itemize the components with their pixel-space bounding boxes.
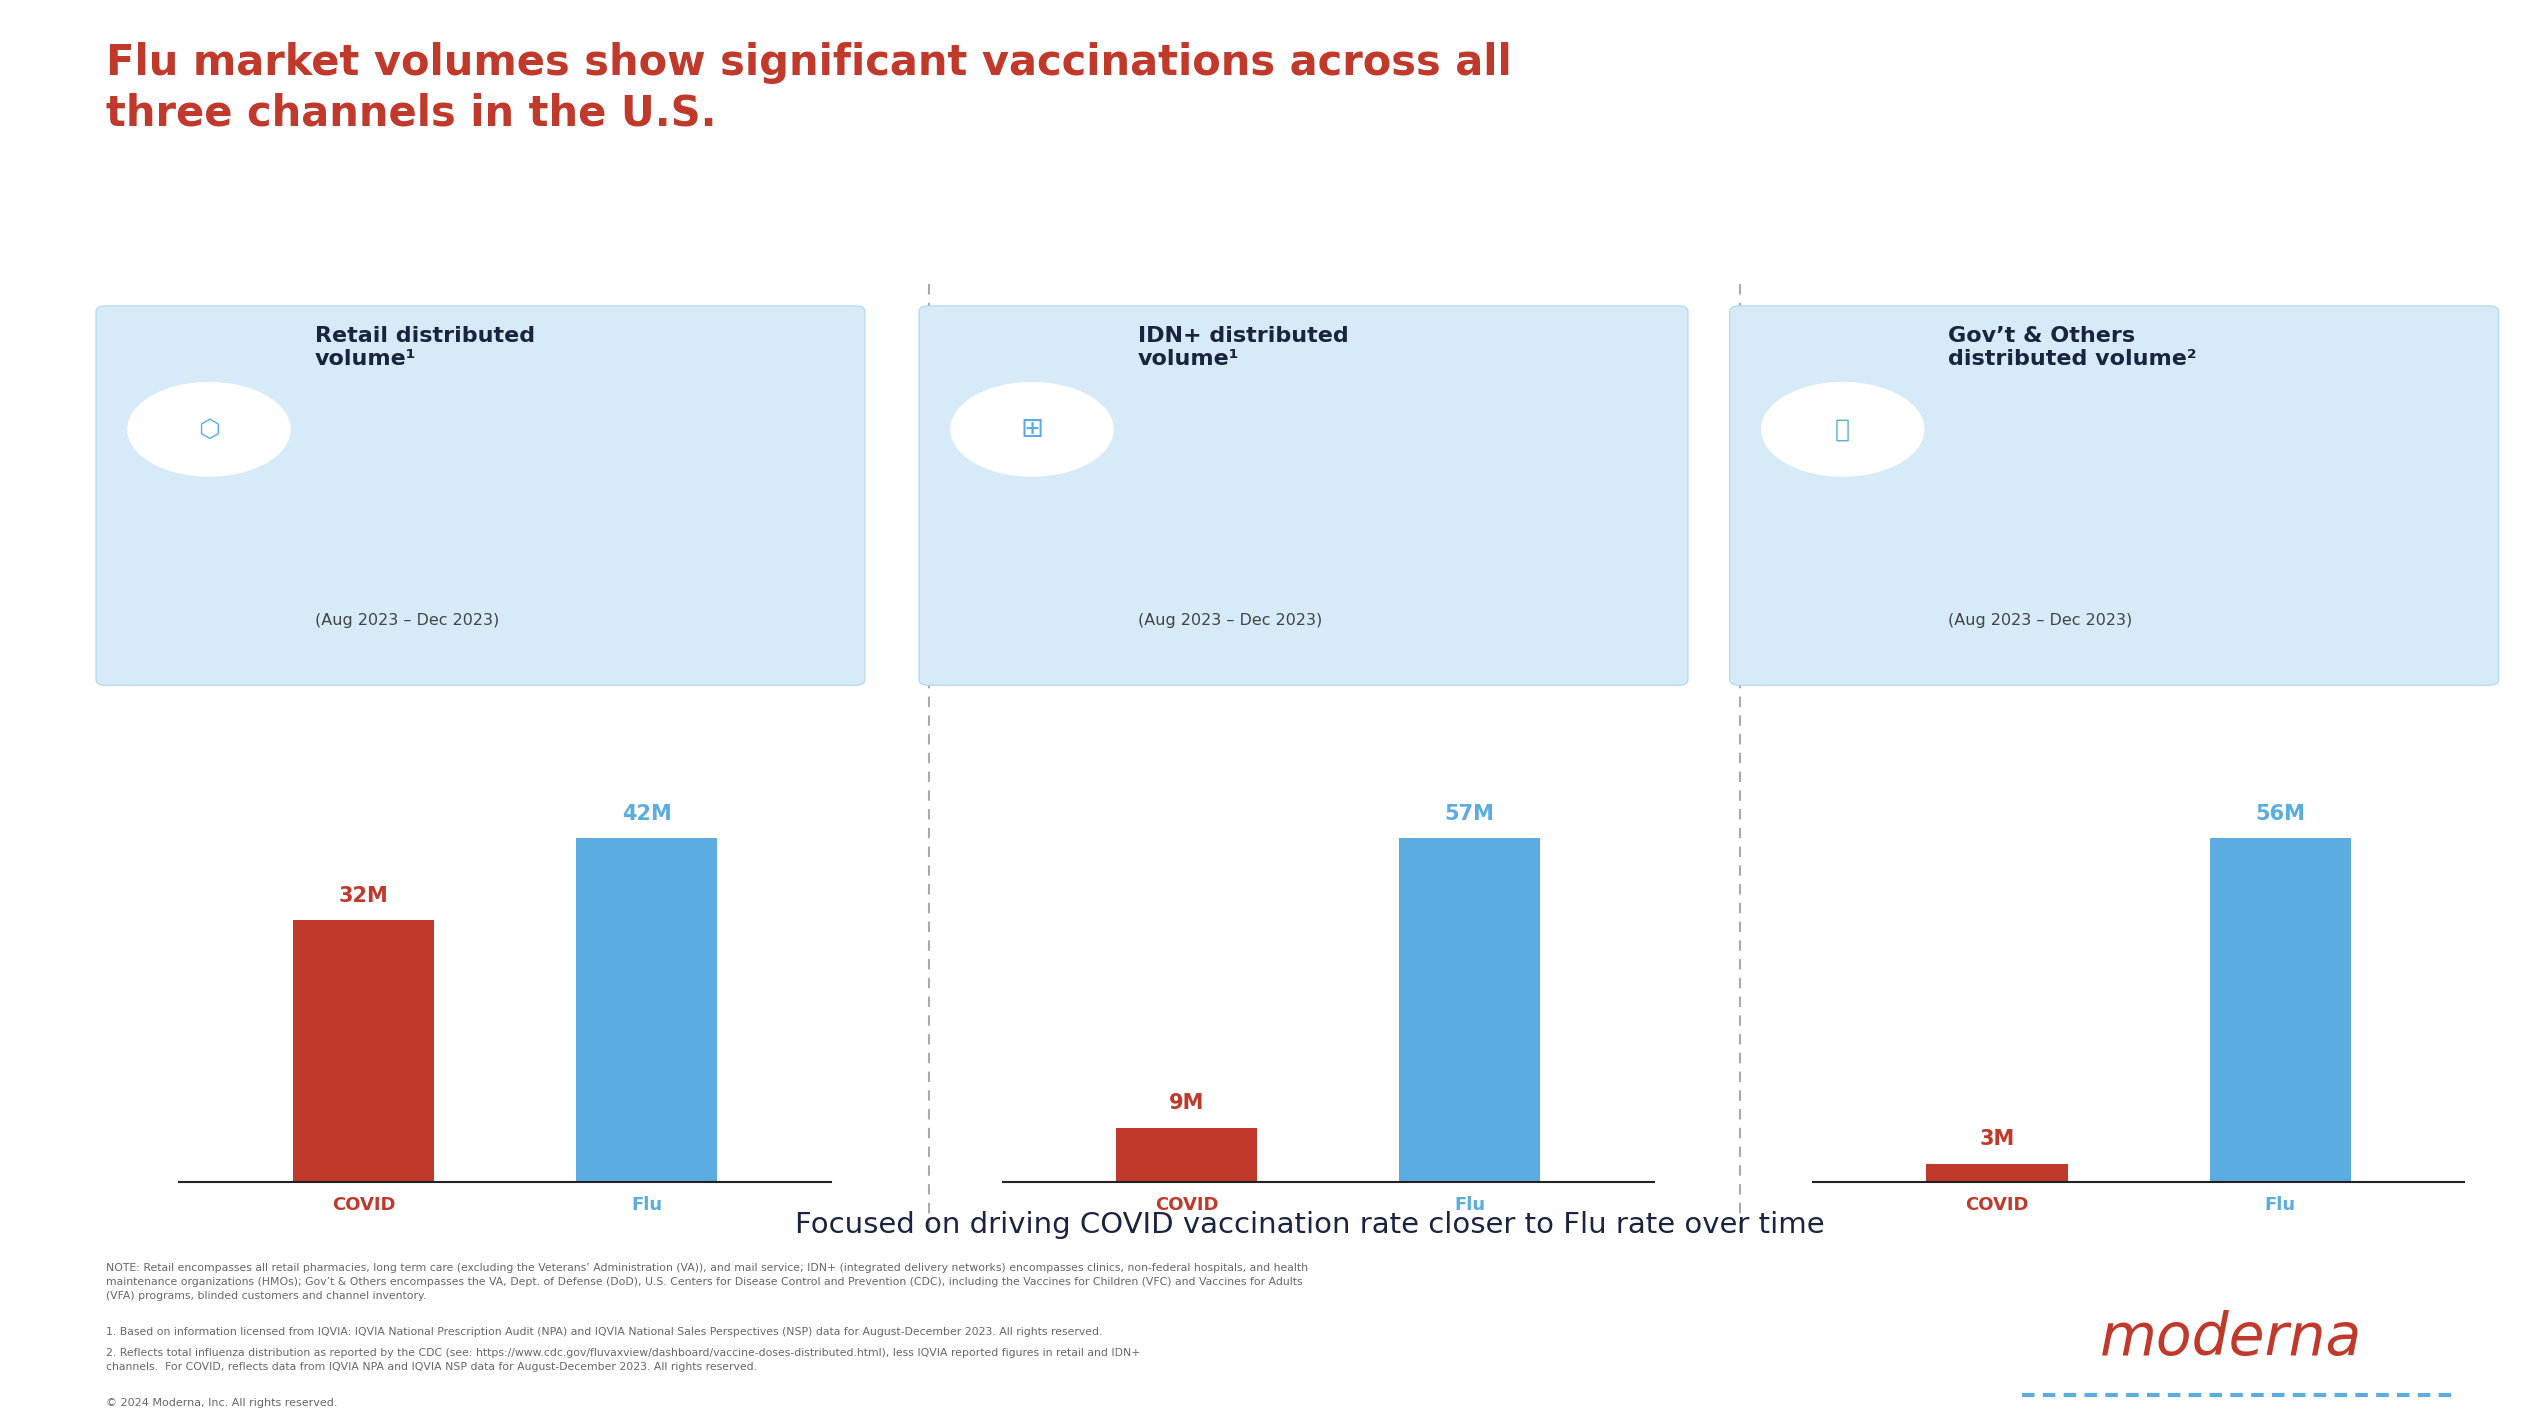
Text: 1. Based on information licensed from IQVIA: IQVIA National Prescription Audit (: 1. Based on information licensed from IQ… bbox=[107, 1327, 1101, 1337]
Bar bbox=[1117, 1129, 1256, 1182]
Text: 3M: 3M bbox=[1980, 1130, 2015, 1150]
Text: IDN+ distributed
volume¹: IDN+ distributed volume¹ bbox=[1137, 326, 1348, 370]
Text: (Aug 2023 – Dec 2023): (Aug 2023 – Dec 2023) bbox=[1949, 613, 2132, 629]
Text: moderna: moderna bbox=[2099, 1310, 2363, 1366]
Text: ⊞: ⊞ bbox=[1020, 415, 1043, 443]
Bar bbox=[292, 920, 434, 1182]
Circle shape bbox=[127, 382, 289, 476]
Text: 57M: 57M bbox=[1444, 804, 1495, 824]
Bar bbox=[576, 838, 718, 1182]
Text: 3Q 2024 Update: 3Q 2024 Update bbox=[33, 759, 48, 884]
FancyBboxPatch shape bbox=[1731, 306, 2500, 685]
Text: Flu market volumes show significant vaccinations across all
three channels in th: Flu market volumes show significant vacc… bbox=[107, 42, 1513, 135]
Bar bbox=[2211, 838, 2350, 1182]
Text: 42M: 42M bbox=[622, 804, 673, 824]
Text: ⬡: ⬡ bbox=[198, 418, 221, 442]
Text: Retail distributed
volume¹: Retail distributed volume¹ bbox=[315, 326, 536, 370]
Text: (Aug 2023 – Dec 2023): (Aug 2023 – Dec 2023) bbox=[1137, 613, 1322, 629]
Text: 8: 8 bbox=[36, 1358, 46, 1374]
Text: NOTE: Retail encompasses all retail pharmacies, long term care (excluding the Ve: NOTE: Retail encompasses all retail phar… bbox=[107, 1263, 1307, 1301]
FancyBboxPatch shape bbox=[96, 306, 865, 685]
Circle shape bbox=[1761, 382, 1924, 476]
Text: Gov’t & Others
distributed volume²: Gov’t & Others distributed volume² bbox=[1949, 326, 2198, 370]
Text: Business Review: Business Review bbox=[33, 326, 48, 467]
Text: ⛩: ⛩ bbox=[1835, 418, 1850, 442]
Text: 56M: 56M bbox=[2256, 804, 2305, 824]
Text: Focused on driving COVID vaccination rate closer to Flu rate over time: Focused on driving COVID vaccination rat… bbox=[794, 1211, 1825, 1239]
Text: (Aug 2023 – Dec 2023): (Aug 2023 – Dec 2023) bbox=[315, 613, 500, 629]
Circle shape bbox=[952, 382, 1114, 476]
FancyBboxPatch shape bbox=[919, 306, 1688, 685]
Bar bbox=[1926, 1164, 2068, 1182]
Text: 32M: 32M bbox=[338, 885, 388, 906]
Text: |: | bbox=[38, 599, 43, 619]
Text: © 2024 Moderna, Inc. All rights reserved.: © 2024 Moderna, Inc. All rights reserved… bbox=[107, 1398, 338, 1408]
Bar bbox=[1398, 838, 1541, 1182]
Text: 2. Reflects total influenza distribution as reported by the CDC (see: https://ww: 2. Reflects total influenza distribution… bbox=[107, 1348, 1140, 1372]
Text: 9M: 9M bbox=[1170, 1093, 1203, 1113]
